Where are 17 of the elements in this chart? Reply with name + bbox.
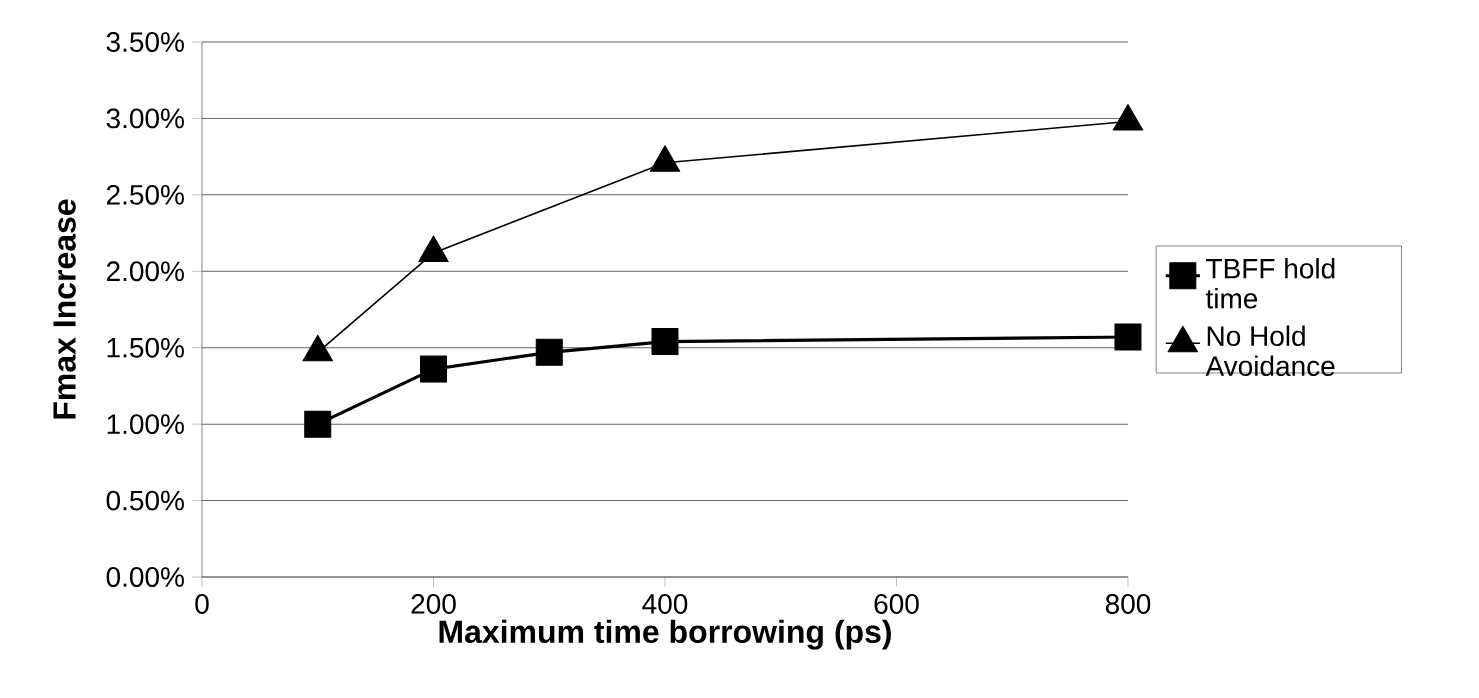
y-axis-title: Fmax Increase [53,199,76,419]
x-tick-label: 400 [642,594,688,614]
y-tick-label: 1.00% [107,414,184,435]
y-tick-label: 1.50% [107,337,184,358]
y-tick-label: 3.50% [106,32,184,52]
y-tick-label: 0.50% [106,490,184,511]
y-tick-label: 3.00% [106,108,184,129]
x-tick-label: 0 [195,594,209,614]
y-tick-label: 0.00% [106,567,184,587]
x-tick-label: 800 [1105,594,1151,614]
y-tick-label: 2.00% [106,261,184,282]
x-tick-label: 600 [874,594,919,614]
x-tick-label: 200 [411,594,456,614]
x-axis-title: Maximum time borrowing (ps) [439,619,891,650]
legend-label: TBFF hold time [1205,258,1335,309]
legend-label: No Hold Avoidance [1205,325,1335,377]
y-tick-label: 2.50% [106,184,184,205]
